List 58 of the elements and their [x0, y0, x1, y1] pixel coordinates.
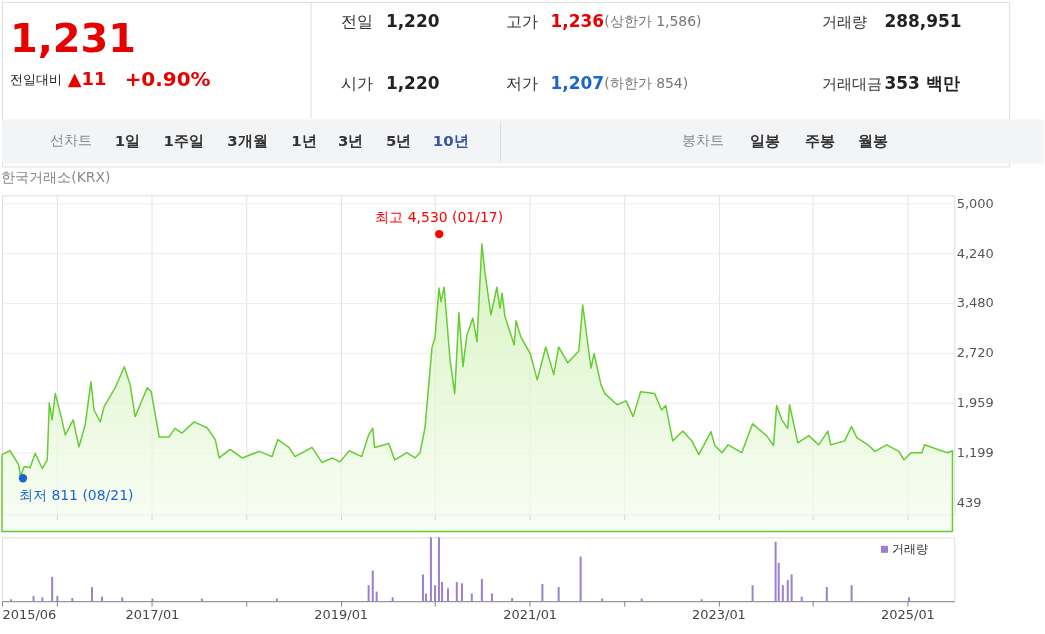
- bar: [490, 593, 493, 602]
- x-tick-label: 2015/06: [2, 606, 57, 622]
- text: 봉차트: [682, 132, 725, 149]
- bar: [367, 585, 370, 602]
- text: 5년: [385, 132, 412, 151]
- bar: [541, 583, 544, 602]
- text: 시가: [341, 73, 374, 93]
- x-tick-label: 2021/01: [503, 606, 558, 622]
- y-tick-label: 5,000: [956, 195, 994, 211]
- text: 1일: [114, 132, 141, 151]
- text: 고가: [505, 11, 538, 31]
- x-tick-label: 2019/01: [314, 606, 369, 622]
- text: 저가: [505, 73, 538, 93]
- text: 1,236: [550, 10, 604, 31]
- text: (하한가 854): [604, 74, 689, 91]
- bar: [790, 574, 793, 602]
- annotation: 최고 4,530 (01/17): [375, 209, 504, 226]
- x-tick-label: 2025/01: [881, 606, 935, 622]
- text: (상한가 1,586): [604, 12, 702, 29]
- y-tick-label: 2,720: [956, 345, 994, 361]
- bar: [41, 597, 44, 602]
- text: 10년: [432, 132, 469, 151]
- text: 288,951: [884, 10, 962, 31]
- y-tick-label: 1,959: [956, 395, 994, 411]
- text: 1,231: [9, 14, 137, 61]
- text: 3개월: [227, 132, 268, 151]
- text: 전일: [341, 11, 374, 31]
- y-tick-label: 1,199: [956, 445, 994, 461]
- bar: [825, 587, 828, 602]
- text: 전일대비: [9, 71, 62, 87]
- text: 1,207: [550, 72, 604, 93]
- x-tick-label: 2017/01: [125, 606, 180, 622]
- annotation: 최저 811 (08/21): [18, 487, 134, 504]
- text: 1주일: [163, 132, 204, 151]
- text: 1,220: [385, 72, 440, 93]
- bar: [32, 596, 35, 602]
- text: 거래대금: [821, 74, 882, 93]
- text: 3년: [338, 132, 364, 151]
- y-tick-label: 3,480: [956, 295, 994, 311]
- bar: [557, 587, 560, 602]
- bar: [429, 537, 432, 602]
- text: 월봉: [857, 132, 888, 151]
- legend-label: 거래량: [892, 542, 929, 557]
- x-tick-label: 2023/01: [692, 606, 746, 622]
- text: 한국거래소(KRX): [1, 169, 111, 186]
- text: 거래량: [821, 12, 867, 31]
- text: +0.90%: [124, 66, 211, 91]
- text: 주봉: [804, 132, 835, 151]
- text: 353 백만: [884, 72, 960, 93]
- text: 1,220: [385, 10, 440, 31]
- text: 1년: [291, 132, 317, 151]
- y-tick-label: 439: [956, 495, 982, 511]
- bar: [786, 580, 789, 602]
- y-tick-label: 4,240: [956, 245, 994, 261]
- bar: [71, 597, 74, 602]
- text: 일봉: [749, 132, 780, 151]
- text: 선차트: [49, 132, 92, 149]
- text: ▲11: [67, 67, 107, 89]
